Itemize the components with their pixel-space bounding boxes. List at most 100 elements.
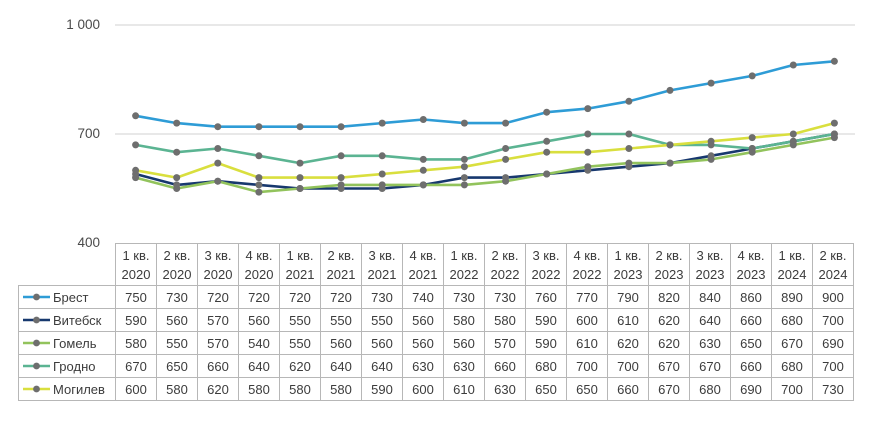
year-label: 2022 xyxy=(572,266,602,282)
year-label: 2021 xyxy=(367,266,397,282)
quarter-header-cell: 2 кв. 2024 xyxy=(812,243,854,286)
data-point-marker xyxy=(132,166,140,174)
data-point-marker xyxy=(214,159,222,167)
data-point-marker xyxy=(255,123,263,131)
data-point-marker xyxy=(255,174,263,182)
value-cell: 650 xyxy=(525,377,567,401)
value-cell: 690 xyxy=(812,331,854,355)
value-cell: 670 xyxy=(689,354,731,378)
legend-dot xyxy=(33,293,40,301)
data-point-marker xyxy=(173,119,181,127)
data-point-marker xyxy=(789,137,797,145)
year-label: 2023 xyxy=(654,266,684,282)
data-point-marker xyxy=(748,145,756,152)
series-name-label: Гродно xyxy=(53,358,96,374)
data-point-marker xyxy=(707,155,715,163)
value-cell: 730 xyxy=(443,285,485,309)
quarter-label: 4 кв. xyxy=(409,247,437,263)
year-label: 2023 xyxy=(736,266,766,282)
value-cell: 580 xyxy=(279,377,321,401)
data-point-marker xyxy=(296,159,304,167)
value-cell: 730 xyxy=(361,285,403,309)
value-cell: 630 xyxy=(689,331,731,355)
value-cell: 680 xyxy=(771,354,813,378)
data-point-marker xyxy=(460,155,468,163)
quarter-header-cell: 1 кв. 2024 xyxy=(771,243,813,286)
year-label: 2021 xyxy=(326,266,356,282)
year-label: 2021 xyxy=(408,266,438,282)
value-cell: 570 xyxy=(197,331,239,355)
value-cell: 670 xyxy=(648,377,690,401)
value-cell: 590 xyxy=(361,377,403,401)
data-point-marker xyxy=(502,155,510,163)
data-point-marker xyxy=(460,163,468,171)
value-cell: 560 xyxy=(443,331,485,355)
data-point-marker xyxy=(255,152,263,160)
quarter-header-cell: 2 кв. 2022 xyxy=(484,243,526,286)
table-row: Гродно 670 650 660 640 620 640 640 630 630 660 680 7… xyxy=(18,354,854,378)
value-cell: 630 xyxy=(484,377,526,401)
series-name-label: Могилев xyxy=(53,381,105,397)
value-cell: 590 xyxy=(525,308,567,332)
value-cell: 550 xyxy=(156,331,198,355)
quarter-label: 4 кв. xyxy=(245,247,273,263)
value-cell: 650 xyxy=(566,377,608,401)
table-row: Гомель 580 550 570 540 550 560 560 560 560 570 590 6… xyxy=(18,331,854,355)
value-cell: 640 xyxy=(238,354,280,378)
data-point-marker xyxy=(132,141,140,149)
data-point-marker xyxy=(625,130,633,138)
data-point-marker xyxy=(748,134,756,142)
value-cell: 620 xyxy=(197,377,239,401)
value-cell: 580 xyxy=(484,308,526,332)
quarter-label: 4 кв. xyxy=(573,247,601,263)
data-point-marker xyxy=(214,177,222,185)
data-point-marker xyxy=(830,57,838,65)
data-point-marker xyxy=(378,170,386,178)
data-point-marker xyxy=(460,181,468,189)
value-cell: 650 xyxy=(156,354,198,378)
value-cell: 580 xyxy=(320,377,362,401)
data-point-marker xyxy=(132,112,140,120)
table-corner-cell xyxy=(18,243,116,286)
table-row: Витебск 590 560 570 560 550 550 550 560 580 580 590… xyxy=(18,308,854,332)
value-cell: 620 xyxy=(648,308,690,332)
data-point-marker xyxy=(214,145,222,152)
value-cell: 650 xyxy=(730,331,772,355)
value-cell: 590 xyxy=(115,308,157,332)
value-cell: 620 xyxy=(648,331,690,355)
data-point-marker xyxy=(543,137,551,145)
data-point-marker xyxy=(584,130,592,138)
data-point-marker xyxy=(625,159,633,167)
quarter-header-cell: 3 кв. 2021 xyxy=(361,243,403,286)
series-name-label: Брест xyxy=(53,289,89,305)
data-point-marker xyxy=(748,72,756,80)
value-cell: 560 xyxy=(238,308,280,332)
value-cell: 720 xyxy=(320,285,362,309)
table-row: Могилев 600 580 620 580 580 580 590 600 610 630 650… xyxy=(18,377,854,401)
data-point-marker xyxy=(337,123,345,131)
series-line xyxy=(134,121,836,179)
value-cell: 740 xyxy=(402,285,444,309)
value-cell: 700 xyxy=(812,354,854,378)
value-cell: 610 xyxy=(566,331,608,355)
quarter-label: 1 кв. xyxy=(286,247,314,263)
value-cell: 550 xyxy=(361,308,403,332)
data-point-marker xyxy=(625,97,633,105)
data-point-marker xyxy=(378,119,386,127)
value-cell: 660 xyxy=(484,354,526,378)
data-point-marker xyxy=(584,163,592,171)
value-cell: 590 xyxy=(525,331,567,355)
value-cell: 580 xyxy=(156,377,198,401)
value-cell: 580 xyxy=(238,377,280,401)
value-cell: 620 xyxy=(607,331,649,355)
value-cell: 600 xyxy=(402,377,444,401)
value-cell: 560 xyxy=(402,308,444,332)
series-line xyxy=(134,136,836,194)
value-cell: 550 xyxy=(279,331,321,355)
data-point-marker xyxy=(337,174,345,182)
year-label: 2022 xyxy=(531,266,561,282)
data-point-marker xyxy=(543,148,551,156)
value-cell: 790 xyxy=(607,285,649,309)
quarter-label: 1 кв. xyxy=(122,247,150,263)
